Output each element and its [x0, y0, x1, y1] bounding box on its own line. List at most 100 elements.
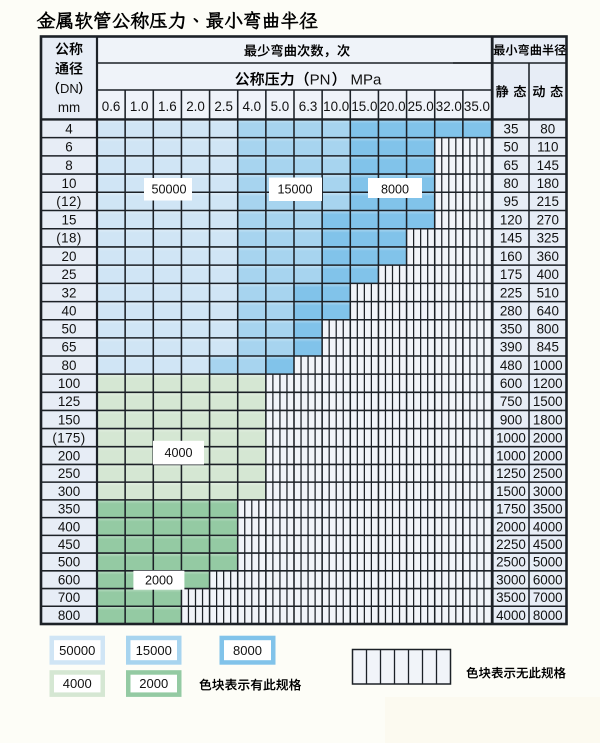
svg-text:125: 125	[58, 394, 80, 409]
svg-text:6.3: 6.3	[299, 99, 318, 114]
svg-text:mm: mm	[58, 100, 80, 115]
svg-text:10: 10	[62, 176, 77, 191]
svg-text:510: 510	[537, 285, 559, 300]
svg-text:390: 390	[500, 340, 522, 355]
svg-text:80: 80	[504, 176, 519, 191]
svg-text:100: 100	[58, 376, 80, 391]
svg-text:10.0: 10.0	[323, 99, 349, 114]
svg-text:1000: 1000	[533, 358, 563, 373]
svg-text:32.0: 32.0	[436, 99, 462, 114]
svg-text:1200: 1200	[533, 376, 563, 391]
svg-text:400: 400	[537, 267, 559, 282]
svg-text:110: 110	[537, 140, 558, 155]
svg-text:1500: 1500	[496, 484, 526, 499]
svg-text:50000: 50000	[59, 643, 95, 658]
svg-text:8000: 8000	[381, 183, 409, 197]
svg-text:4000: 4000	[496, 608, 526, 623]
svg-text:270: 270	[537, 212, 559, 227]
svg-text:8000: 8000	[533, 608, 563, 623]
svg-text:700: 700	[58, 590, 80, 605]
svg-text:20: 20	[62, 249, 77, 264]
svg-text:480: 480	[500, 358, 522, 373]
svg-text:PN: PN	[310, 72, 331, 89]
svg-text:280: 280	[500, 303, 522, 318]
svg-text:25.0: 25.0	[408, 99, 434, 114]
svg-text:180: 180	[537, 176, 559, 191]
svg-text:95: 95	[504, 194, 519, 209]
svg-text:(175): (175)	[52, 430, 85, 445]
svg-text:0.6: 0.6	[102, 99, 121, 114]
svg-text:845: 845	[537, 340, 559, 355]
svg-text:35.0: 35.0	[464, 99, 490, 114]
svg-text:4000: 4000	[63, 676, 92, 691]
svg-text:3500: 3500	[496, 590, 526, 605]
svg-text:1.6: 1.6	[158, 99, 177, 114]
svg-text:35: 35	[504, 121, 519, 136]
svg-text:2250: 2250	[496, 537, 526, 552]
svg-text:2000: 2000	[139, 676, 168, 691]
svg-text:175: 175	[500, 267, 522, 282]
svg-text:800: 800	[58, 608, 80, 623]
svg-text:15000: 15000	[277, 183, 312, 197]
svg-text:300: 300	[58, 484, 80, 499]
svg-text:80: 80	[540, 121, 555, 136]
svg-text:2000: 2000	[145, 574, 173, 588]
svg-text:15.0: 15.0	[351, 99, 377, 114]
svg-text:3500: 3500	[533, 502, 563, 517]
svg-text:6: 6	[65, 140, 72, 155]
svg-text:40: 40	[62, 303, 77, 318]
svg-text:50: 50	[504, 140, 519, 155]
svg-text:3000: 3000	[496, 572, 526, 587]
svg-text:15: 15	[62, 212, 77, 227]
svg-text:4000: 4000	[164, 446, 192, 460]
svg-text:(18): (18)	[56, 231, 81, 246]
svg-text:150: 150	[58, 412, 80, 427]
svg-text:800: 800	[537, 322, 559, 337]
svg-text:400: 400	[58, 519, 80, 534]
svg-text:2000: 2000	[533, 430, 563, 445]
svg-text:750: 750	[500, 394, 522, 409]
svg-text:600: 600	[58, 572, 80, 587]
svg-text:250: 250	[58, 466, 80, 481]
svg-text:900: 900	[500, 412, 522, 427]
svg-text:7000: 7000	[533, 590, 563, 605]
svg-text:225: 225	[500, 285, 522, 300]
svg-text:120: 120	[500, 212, 522, 227]
svg-text:2.0: 2.0	[186, 99, 205, 114]
svg-text:1750: 1750	[496, 502, 526, 517]
svg-text:1800: 1800	[533, 412, 563, 427]
svg-text:32: 32	[62, 285, 77, 300]
svg-text:8000: 8000	[233, 643, 262, 658]
svg-text:2500: 2500	[496, 555, 526, 570]
svg-text:2000: 2000	[496, 519, 526, 534]
svg-text:2.5: 2.5	[214, 99, 233, 114]
svg-text:8: 8	[65, 158, 72, 173]
svg-text:65: 65	[62, 340, 77, 355]
svg-text:640: 640	[537, 303, 559, 318]
svg-text:80: 80	[62, 358, 77, 373]
svg-text:215: 215	[537, 194, 559, 209]
svg-text:1.0: 1.0	[130, 99, 149, 114]
svg-text:DN: DN	[60, 81, 79, 96]
svg-text:(12): (12)	[56, 194, 81, 209]
svg-text:450: 450	[58, 537, 80, 552]
svg-text:160: 160	[500, 249, 522, 264]
svg-text:145: 145	[500, 231, 522, 246]
svg-text:1500: 1500	[533, 394, 563, 409]
svg-text:4000: 4000	[533, 519, 563, 534]
svg-text:200: 200	[58, 448, 80, 463]
svg-text:5000: 5000	[533, 555, 563, 570]
svg-text:15000: 15000	[136, 643, 172, 658]
svg-text:2500: 2500	[533, 466, 563, 481]
svg-text:350: 350	[58, 502, 80, 517]
svg-text:6000: 6000	[533, 572, 563, 587]
svg-text:1250: 1250	[496, 466, 526, 481]
svg-text:25: 25	[62, 267, 77, 282]
svg-text:500: 500	[58, 555, 80, 570]
svg-text:4.0: 4.0	[242, 99, 261, 114]
svg-text:360: 360	[537, 249, 559, 264]
svg-text:145: 145	[537, 158, 559, 173]
svg-text:MPa: MPa	[351, 72, 383, 89]
svg-text:2000: 2000	[533, 448, 563, 463]
svg-text:50000: 50000	[151, 183, 186, 197]
